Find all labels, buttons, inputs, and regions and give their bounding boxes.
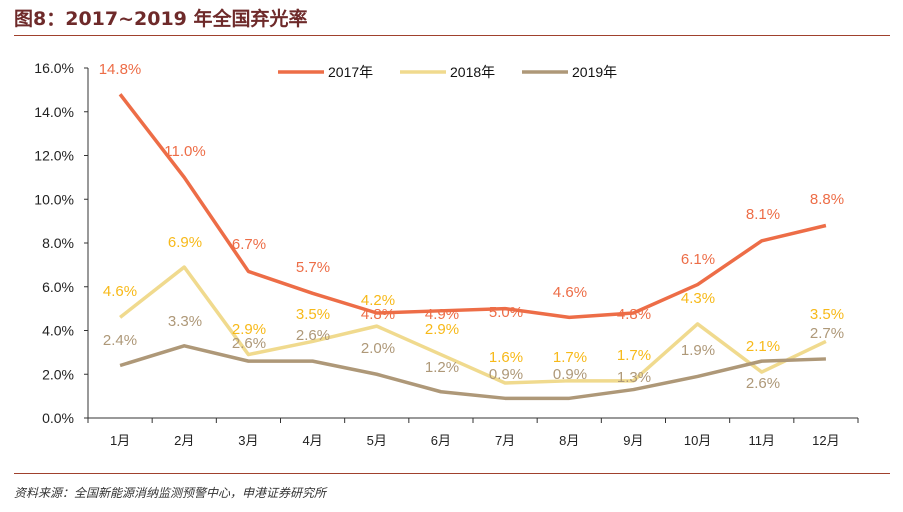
x-tick-label: 6月 [431, 433, 451, 448]
x-tick-label: 9月 [623, 433, 643, 448]
title-divider [14, 35, 890, 36]
data-label: 3.5% [296, 306, 330, 323]
data-label: 1.9% [681, 342, 715, 359]
x-tick-label: 12月 [812, 433, 839, 448]
data-label: 4.8% [617, 306, 651, 323]
legend-label: 2017年 [328, 64, 373, 80]
data-label: 2.9% [425, 321, 459, 338]
data-label: 1.3% [617, 369, 651, 386]
data-label: 14.8% [99, 61, 142, 78]
data-label: 4.6% [553, 284, 587, 301]
x-tick-label: 4月 [302, 433, 322, 448]
data-label: 6.7% [232, 236, 266, 253]
data-label: 1.6% [489, 349, 523, 366]
data-label: 0.9% [553, 366, 587, 383]
data-label: 6.9% [168, 234, 202, 251]
data-label: 3.3% [168, 313, 202, 330]
y-tick-label: 2.0% [42, 366, 74, 382]
y-tick-label: 8.0% [42, 235, 74, 251]
x-tick-label: 1月 [110, 433, 130, 448]
data-label: 8.8% [810, 191, 844, 208]
data-label: 0.9% [489, 366, 523, 383]
data-label: 2.6% [232, 335, 266, 352]
data-label: 4.8% [361, 306, 395, 323]
x-tick-label: 7月 [495, 433, 515, 448]
source-note: 资料来源：全国新能源消纳监测预警中心，申港证券研究所 [14, 486, 327, 500]
figure-title: 图8：2017~2019 年全国弃光率 [14, 8, 308, 30]
data-label: 2.9% [232, 321, 266, 338]
y-tick-label: 10.0% [34, 191, 74, 207]
x-tick-label: 10月 [684, 433, 711, 448]
x-tick-label: 8月 [559, 433, 579, 448]
y-tick-label: 12.0% [34, 148, 74, 164]
data-label: 1.7% [617, 347, 651, 364]
data-label: 2.7% [810, 325, 844, 342]
source-divider [14, 473, 890, 474]
data-label: 2.0% [361, 340, 395, 357]
x-tick-label: 11月 [749, 433, 776, 448]
y-tick-label: 0.0% [42, 410, 74, 426]
data-label: 4.6% [103, 283, 137, 300]
y-tick-label: 4.0% [42, 323, 74, 339]
data-label: 5.0% [489, 304, 523, 321]
data-label: 4.9% [425, 306, 459, 323]
data-label: 1.2% [425, 359, 459, 376]
data-label: 1.7% [553, 349, 587, 366]
data-label: 5.7% [296, 259, 330, 276]
data-label: 11.0% [164, 143, 205, 160]
series-line-2018年 [119, 265, 827, 385]
series-line-2017年 [118, 93, 827, 320]
data-label: 2.1% [746, 338, 780, 355]
data-label: 2.4% [103, 332, 137, 349]
data-label: 4.3% [681, 290, 715, 307]
x-tick-label: 2月 [174, 433, 194, 448]
y-tick-label: 16.0% [34, 60, 74, 76]
y-tick-label: 14.0% [34, 104, 74, 120]
series-line-2019年 [119, 344, 826, 401]
y-tick-label: 6.0% [42, 279, 74, 295]
legend-label: 2019年 [572, 64, 617, 80]
data-label: 3.5% [810, 306, 844, 323]
data-label: 4.2% [361, 292, 395, 309]
x-tick-label: 3月 [238, 433, 258, 448]
legend-label: 2018年 [450, 64, 495, 80]
data-label: 2.6% [746, 375, 780, 392]
data-label: 2.6% [296, 327, 330, 344]
x-tick-label: 5月 [367, 433, 387, 448]
data-label: 6.1% [681, 251, 715, 268]
data-label: 8.1% [746, 206, 780, 223]
